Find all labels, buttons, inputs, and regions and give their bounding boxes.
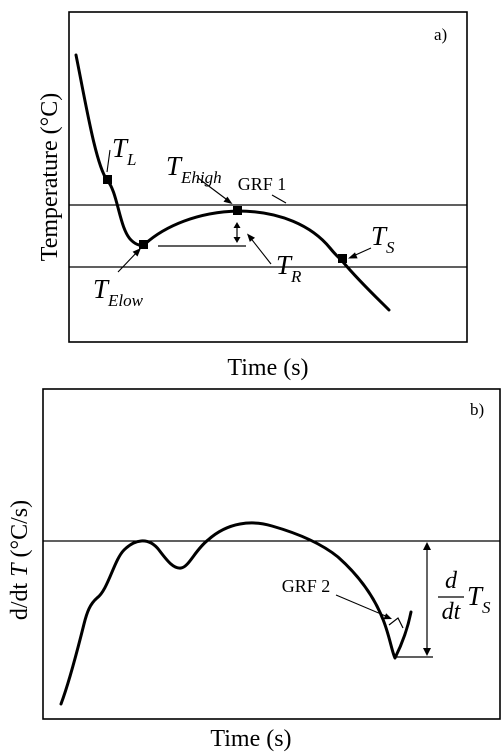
derivative-ts-symbol: TS [467, 581, 491, 617]
e-high-arrow-head [223, 196, 233, 204]
derivative-numerator: d [445, 568, 458, 594]
derivative-denominator: dt [442, 599, 462, 625]
grf2-label: GRF 2 [282, 576, 331, 596]
e-low-label: TElow [93, 274, 144, 310]
panel-b-y-axis-label: d/dt T (°C/s) [7, 500, 33, 620]
solidus-label: TS [371, 221, 395, 257]
panel-a-y-axis-label: Temperature (°C) [37, 93, 63, 262]
grf1-label: GRF 1 [238, 174, 287, 194]
recalescence-leader-line [248, 235, 272, 265]
grf2-angle-mark [388, 617, 404, 629]
panel-b-label: b) [470, 400, 484, 419]
liquidus-label: TL [112, 133, 137, 169]
panel-b-frame [42, 388, 501, 720]
derivative-ts-label: d dt TS [438, 568, 491, 625]
grf1-leader-line [271, 194, 287, 204]
liquidus-point-marker [103, 175, 112, 184]
recalescence-label: TR [276, 250, 302, 286]
grf2-arrow-head [383, 613, 392, 620]
liquidus-leader-line [106, 149, 111, 173]
derivative-measure-head-down [423, 648, 431, 656]
recalescence-arrow-head-up [233, 222, 241, 228]
e-low-point-marker [139, 240, 148, 249]
cooling-curve [74, 53, 391, 312]
solidus-arrow-head [348, 252, 358, 259]
panel-b: b) d/dt T (°C/s) Time (s) GRF 2 d dt TS [7, 388, 501, 752]
recalescence-arrow-head [247, 233, 255, 242]
derivative-measure-head-up [423, 542, 431, 550]
panel-a-frame [68, 11, 468, 343]
panel-a: a) Temperature (°C) Time (s) TL TEhigh G… [37, 11, 468, 381]
e-high-leader-line [197, 177, 231, 203]
e-high-point-marker [233, 206, 242, 215]
panel-b-x-axis-label: Time (s) [210, 726, 291, 752]
e-high-label: TEhigh [166, 151, 222, 187]
derivative-curve [59, 521, 413, 706]
panel-a-x-axis-label: Time (s) [227, 355, 308, 381]
recalescence-arrow-head-down [233, 237, 241, 243]
grf2-leader-line [335, 594, 389, 618]
e-low-arrow-head [132, 248, 141, 257]
panel-a-label: a) [434, 25, 447, 44]
solidus-point-marker [338, 254, 347, 263]
